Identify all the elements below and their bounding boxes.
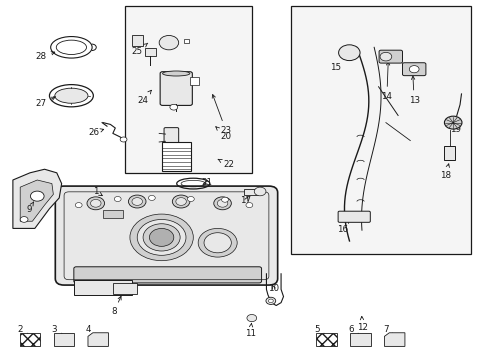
Circle shape xyxy=(268,299,273,303)
Text: 23: 23 xyxy=(212,95,231,135)
Text: 21: 21 xyxy=(201,178,211,187)
FancyBboxPatch shape xyxy=(74,267,261,283)
Circle shape xyxy=(379,52,391,61)
Circle shape xyxy=(132,198,142,206)
Text: 24: 24 xyxy=(137,90,151,104)
Circle shape xyxy=(30,191,44,201)
Circle shape xyxy=(338,45,359,60)
Text: 10: 10 xyxy=(267,284,279,293)
Circle shape xyxy=(130,214,193,261)
Bar xyxy=(444,146,454,160)
Ellipse shape xyxy=(55,88,88,103)
Circle shape xyxy=(143,224,180,251)
Text: 2: 2 xyxy=(18,325,29,337)
Polygon shape xyxy=(384,333,404,346)
Text: 27: 27 xyxy=(35,97,55,108)
Bar xyxy=(161,142,190,171)
Text: 11: 11 xyxy=(244,323,255,338)
FancyBboxPatch shape xyxy=(378,50,402,63)
Bar xyxy=(113,283,137,294)
Text: 17: 17 xyxy=(240,196,251,205)
Bar xyxy=(125,6,251,173)
Bar xyxy=(74,280,132,295)
Circle shape xyxy=(254,187,265,196)
Ellipse shape xyxy=(162,71,189,76)
Text: 15: 15 xyxy=(329,55,344,72)
FancyBboxPatch shape xyxy=(160,72,192,105)
Text: 22: 22 xyxy=(218,159,234,170)
FancyBboxPatch shape xyxy=(55,186,277,285)
Text: 26: 26 xyxy=(89,128,103,137)
Text: 25: 25 xyxy=(131,43,147,56)
Bar xyxy=(103,210,122,218)
Circle shape xyxy=(90,199,101,207)
Bar xyxy=(349,333,370,346)
Text: 9: 9 xyxy=(26,202,34,214)
Bar xyxy=(316,333,336,346)
Bar xyxy=(54,333,74,346)
Text: 13: 13 xyxy=(408,76,419,104)
Polygon shape xyxy=(88,333,108,346)
FancyBboxPatch shape xyxy=(402,63,425,76)
Circle shape xyxy=(221,197,228,202)
FancyBboxPatch shape xyxy=(163,128,178,148)
Circle shape xyxy=(246,315,256,321)
Circle shape xyxy=(217,199,227,207)
Text: 7: 7 xyxy=(382,325,393,337)
Circle shape xyxy=(265,297,275,305)
Circle shape xyxy=(75,203,82,208)
Circle shape xyxy=(159,36,178,50)
Circle shape xyxy=(137,220,185,255)
Circle shape xyxy=(176,198,186,206)
Text: 18: 18 xyxy=(439,164,450,180)
Bar xyxy=(189,77,198,85)
Bar xyxy=(20,333,40,346)
Text: 6: 6 xyxy=(347,325,359,337)
Bar xyxy=(243,189,258,195)
Polygon shape xyxy=(20,180,53,221)
Polygon shape xyxy=(13,169,61,228)
Text: 19: 19 xyxy=(449,125,460,134)
Bar xyxy=(183,40,189,43)
Text: 28: 28 xyxy=(35,51,55,62)
Circle shape xyxy=(408,66,418,73)
Circle shape xyxy=(187,197,194,202)
Text: 16: 16 xyxy=(337,220,348,234)
Circle shape xyxy=(245,203,252,208)
Bar xyxy=(132,35,143,45)
Text: 14: 14 xyxy=(381,62,391,101)
Circle shape xyxy=(444,116,461,129)
Circle shape xyxy=(203,233,231,253)
Circle shape xyxy=(172,195,189,208)
Text: 20: 20 xyxy=(215,127,231,141)
Circle shape xyxy=(213,197,231,210)
FancyBboxPatch shape xyxy=(337,211,369,222)
Circle shape xyxy=(114,197,121,202)
Circle shape xyxy=(87,197,104,210)
Text: 4: 4 xyxy=(85,325,97,337)
Text: 5: 5 xyxy=(313,325,325,337)
Circle shape xyxy=(198,228,237,257)
Circle shape xyxy=(149,228,173,246)
Bar xyxy=(290,6,470,253)
Bar xyxy=(144,48,156,56)
Text: 8: 8 xyxy=(111,296,121,316)
Text: 12: 12 xyxy=(356,316,367,332)
Text: 1: 1 xyxy=(93,187,102,196)
Circle shape xyxy=(120,137,127,142)
Text: 3: 3 xyxy=(51,325,63,337)
Circle shape xyxy=(20,217,28,222)
Circle shape xyxy=(169,104,177,110)
Circle shape xyxy=(128,195,146,208)
Circle shape xyxy=(148,195,155,201)
